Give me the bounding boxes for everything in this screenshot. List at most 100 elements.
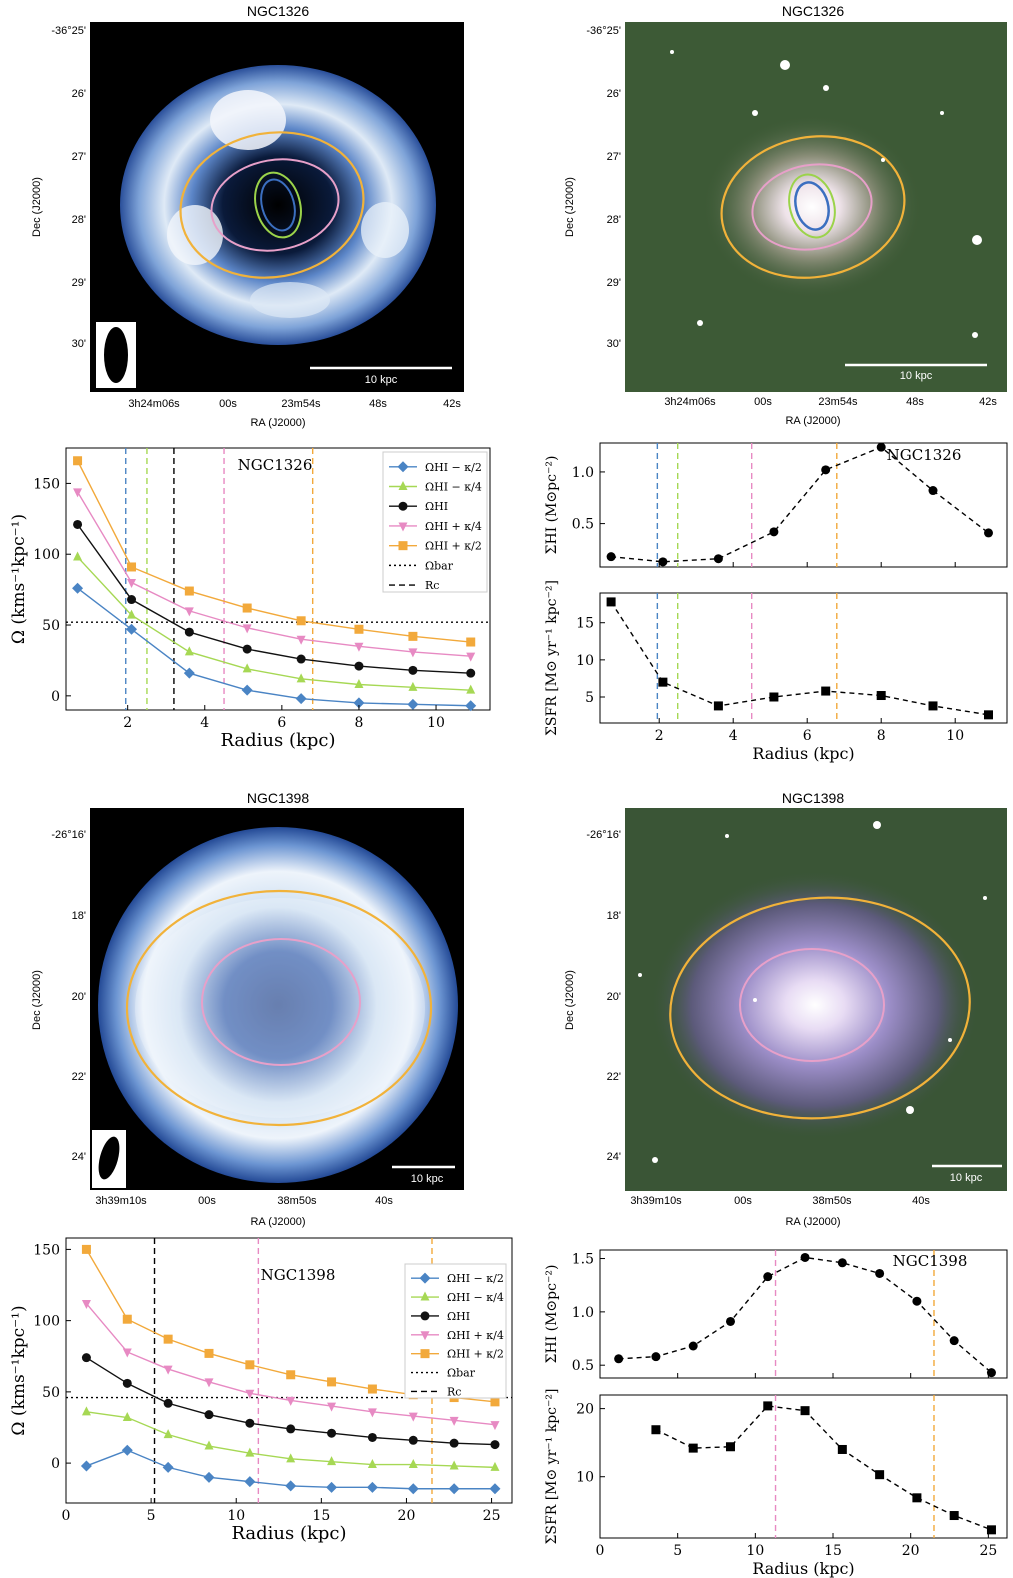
- chart-panel-1: 0.5 1.0 NGC1326 ΣHI (M⊙pc⁻²): [544, 442, 1008, 568]
- y-axis-label: ΣHI (M⊙pc⁻²): [544, 1265, 560, 1364]
- data-point: [126, 623, 138, 635]
- x-tick-label: 8: [354, 715, 363, 731]
- ra-tick-label: 38m50s: [277, 1195, 317, 1207]
- image-panel-ngc1326-hi: NGC1326 10 kpc -36°25' 26' 27' 28' 29' 3…: [31, 3, 464, 429]
- data-point: [127, 579, 137, 589]
- data-point: [367, 1432, 377, 1442]
- legend-entry: Ωbar: [447, 1367, 476, 1380]
- ra-tick-label: 3h39m10s: [95, 1195, 147, 1207]
- data-point: [354, 624, 364, 634]
- data-point: [81, 1244, 91, 1254]
- x-axis-label: RA (J2000): [785, 415, 840, 427]
- plot-frame: [599, 1249, 1008, 1379]
- data-point: [127, 562, 137, 572]
- y-tick-label: 100: [33, 1314, 60, 1330]
- legend-frame: [404, 1263, 507, 1399]
- data-point: [763, 1401, 773, 1411]
- resonance-ellipse-orange: [179, 131, 365, 279]
- resonance-ellipse-blue: [794, 181, 830, 231]
- data-point: [490, 1440, 500, 1450]
- data-point: [286, 1424, 296, 1434]
- data-point: [242, 624, 252, 634]
- data-point: [658, 557, 668, 567]
- hi-ring-bright: [135, 898, 425, 1118]
- panel-title: NGC1326: [782, 3, 844, 19]
- dec-tick-label: 27': [607, 151, 621, 163]
- y-tick-label: 1.0: [572, 1305, 594, 1321]
- data-point: [127, 609, 137, 619]
- ra-tick-label: 00s: [219, 398, 237, 410]
- x-axis-label: RA (J2000): [250, 417, 305, 429]
- data-point: [242, 603, 252, 613]
- data-point: [725, 1316, 735, 1326]
- data-point: [354, 679, 364, 689]
- panel-title: NGC1326: [247, 3, 309, 19]
- x-tick-label: 10: [946, 728, 964, 744]
- legend-entry: ΩHI: [425, 500, 448, 513]
- data-point: [245, 1360, 255, 1370]
- data-point: [122, 1314, 132, 1324]
- data-point: [420, 1291, 430, 1301]
- ra-tick-label: 00s: [198, 1195, 216, 1207]
- dec-tick-label: 20': [72, 991, 86, 1003]
- data-point: [286, 1396, 296, 1406]
- y-axis-label: Dec (J2000): [564, 177, 576, 237]
- series-line: [76, 524, 471, 674]
- legend-entry: ΩHI + κ/2: [425, 540, 482, 553]
- chart-panel-2: 5 10 15 2 4 6 8 10 Radius (kpc) ΣSFR [M⊙ yr⁻¹ kpc…: [544, 580, 1008, 763]
- data-point: [466, 652, 476, 662]
- y-tick-label: 20: [576, 1402, 594, 1418]
- data-point: [286, 1370, 296, 1380]
- data-point: [837, 1258, 847, 1268]
- ra-tick-label: 23m54s: [818, 396, 858, 408]
- data-point: [163, 1398, 173, 1408]
- data-point: [163, 1334, 173, 1344]
- series-line: [610, 601, 989, 716]
- galaxy-label: NGC1326: [887, 446, 962, 464]
- series-line: [76, 460, 471, 643]
- data-point: [466, 637, 476, 647]
- data-point: [72, 582, 84, 594]
- dec-tick-label: -36°25': [51, 25, 86, 37]
- x-tick-label: 4: [729, 728, 738, 744]
- y-tick-label: 150: [33, 1242, 60, 1258]
- data-point: [242, 644, 252, 654]
- data-point: [184, 646, 194, 656]
- data-point: [769, 527, 779, 537]
- foreground-stars: [670, 50, 982, 338]
- x-tick-label: 4: [200, 715, 209, 731]
- data-point: [688, 1443, 698, 1453]
- galaxy-label: NGC1398: [261, 1266, 336, 1284]
- data-point: [928, 701, 938, 711]
- data-point: [204, 1440, 214, 1450]
- x-tick-label: 20: [398, 1508, 416, 1524]
- x-tick-label: 8: [877, 728, 886, 744]
- data-point: [327, 1377, 337, 1387]
- x-tick-label: 2: [123, 715, 132, 731]
- x-axis-label: Radius (kpc): [752, 744, 854, 763]
- x-axis-label: RA (J2000): [785, 1216, 840, 1228]
- y-tick-label: 0.5: [572, 517, 594, 533]
- data-point: [80, 1460, 92, 1472]
- hi-clump: [361, 202, 409, 258]
- chart-panel-0: 0 50 100 150 2 4 6 8 10 NGC1326 Radius (kpc) Ω (kms…: [9, 447, 491, 751]
- y-tick-label: 1.0: [572, 465, 594, 481]
- scale-bar-label: 10 kpc: [900, 370, 933, 382]
- y-tick-label: 100: [33, 547, 60, 563]
- dec-tick-label: -36°25': [586, 25, 621, 37]
- dec-tick-label: 24': [72, 1151, 86, 1163]
- x-tick-label: 6: [803, 728, 812, 744]
- chart-panel-4: 0.5 1.0 1.5 NGC1398 ΣHI (M⊙pc⁻²): [544, 1249, 1008, 1379]
- data-point: [367, 1384, 377, 1394]
- plot-frame: [599, 442, 1008, 568]
- resonance-ellipse-pink: [210, 158, 340, 252]
- data-point: [408, 1435, 418, 1445]
- data-point: [204, 1378, 214, 1388]
- data-point: [398, 541, 408, 551]
- data-point: [419, 1272, 431, 1284]
- data-point: [651, 1352, 661, 1362]
- data-point: [354, 642, 364, 652]
- y-tick-label: 5: [585, 690, 594, 706]
- ra-tick-label: 00s: [734, 1195, 752, 1207]
